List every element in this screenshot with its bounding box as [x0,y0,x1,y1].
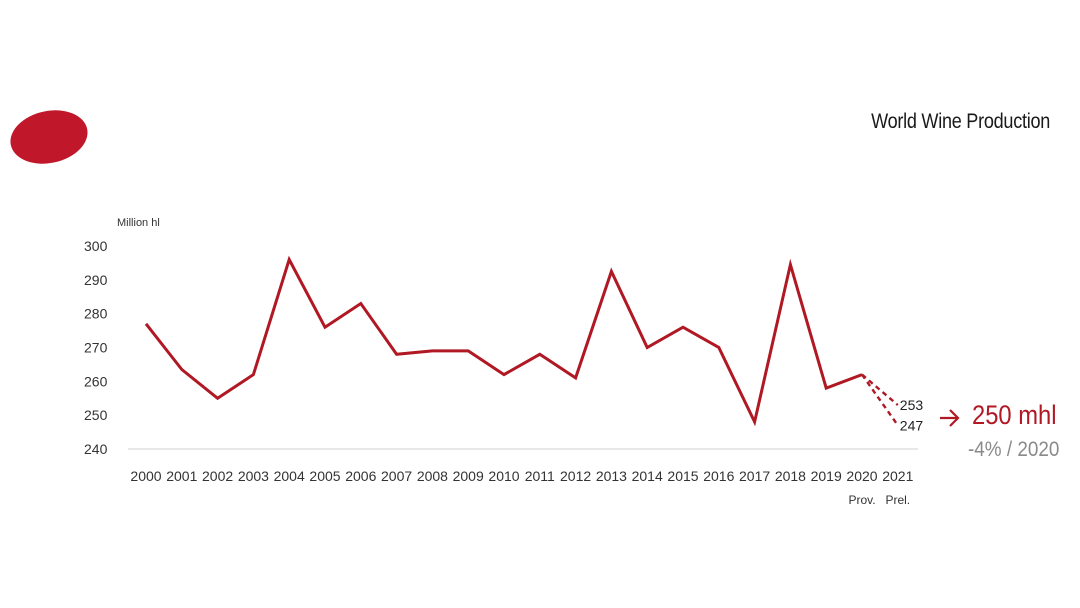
x-tick-label: 2016 [703,468,734,484]
y-axis-unit-label: Million hl [117,217,160,229]
logo-icon [10,110,88,164]
x-tick-label: 2013 [596,468,627,484]
y-tick-label: 290 [84,272,108,288]
x-tick-label: 2005 [309,468,340,484]
x-tick-sublabel: Prel. [885,493,910,507]
y-tick-label: 250 [84,407,108,423]
x-tick-label: 2000 [130,468,161,484]
series-end-label: 253 [900,397,924,413]
x-tick-label: 2020 [846,468,877,484]
x-tick-label: 2006 [345,468,376,484]
x-tick-label: 2021 [882,468,913,484]
y-tick-label: 300 [84,238,108,254]
change-vs-2020-callout: -4% / 2020 [968,438,1060,461]
y-tick-label: 280 [84,306,108,322]
x-tick-label: 2010 [488,468,519,484]
x-tick-label: 2009 [453,468,484,484]
x-tick-label: 2014 [632,468,663,484]
y-tick-label: 240 [84,441,108,457]
series-end-label: 247 [900,417,924,433]
x-tick-label: 2007 [381,468,412,484]
x-tick-label: 2004 [274,468,305,484]
x-tick-label: 2001 [166,468,197,484]
x-tick-label: 2017 [739,468,770,484]
page-title: World Wine Production [871,110,1050,133]
x-tick-label: 2012 [560,468,591,484]
x-tick-label: 2011 [525,468,555,484]
x-tick-label: 2019 [811,468,842,484]
x-axis-ticks: 2000 2001 2002 2003 2004 2005 2006 2007 2008 2009… [130,468,913,507]
x-tick-label: 2008 [417,468,448,484]
x-tick-label: 2018 [775,468,806,484]
y-tick-label: 270 [84,340,108,356]
x-tick-label: 2015 [667,468,698,484]
series-line-dashed [861,373,899,406]
series-line [144,255,863,427]
series-layer [144,255,899,427]
x-tick-label: 2002 [202,468,233,484]
y-tick-label: 260 [84,373,108,389]
x-tick-label: 2003 [238,468,269,484]
arrow-right-icon [940,409,960,427]
x-tick-sublabel: Prov. [848,493,875,507]
total-production-callout: 250 mhl [972,400,1057,430]
y-axis-ticks: 300 290 280 270 260 250 240 [84,238,108,457]
series-line-dashed [861,373,899,426]
